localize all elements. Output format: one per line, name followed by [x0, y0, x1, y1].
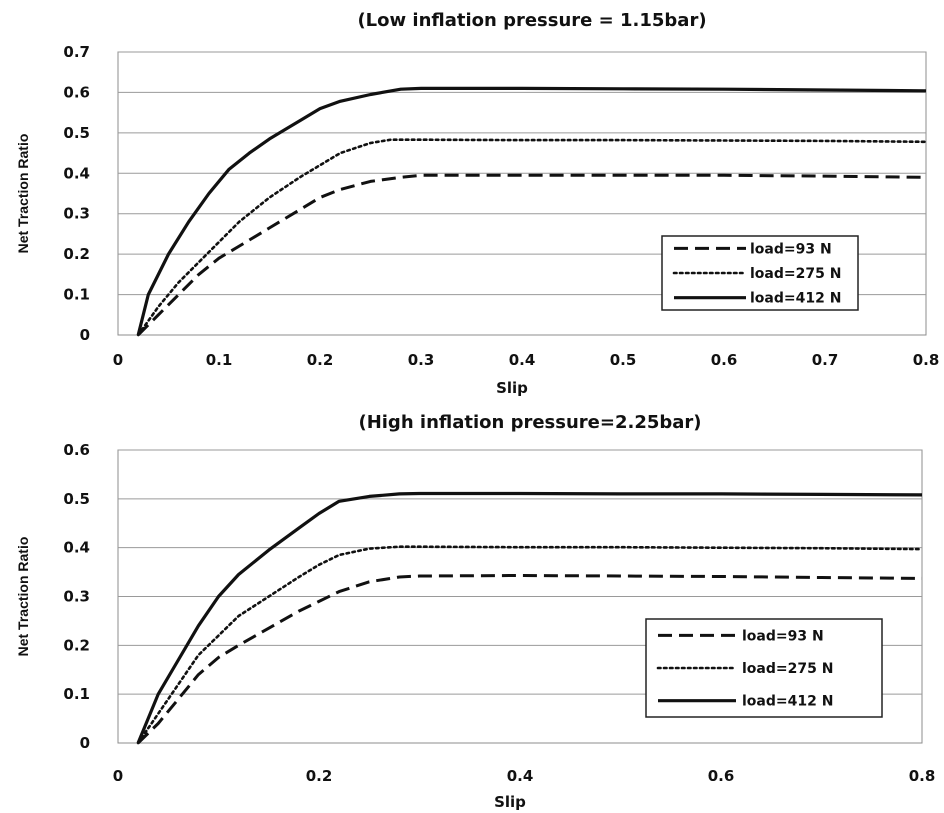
chart-title: (High inflation pressure=2.25bar) — [358, 412, 701, 433]
x-tick-label: 0.6 — [711, 351, 738, 369]
legend-label: load=275 N — [750, 266, 841, 282]
chart-title: (Low inflation pressure = 1.15bar) — [357, 10, 706, 31]
chart-low-inflation-svg: (Low inflation pressure = 1.15bar) 0 0.1 0.… — [15, 10, 940, 397]
y-axis-label: Net Traction Ratio — [15, 134, 31, 254]
legend: load=93 N load=275 N load=412 N — [661, 235, 859, 311]
y-axis-label: Net Traction Ratio — [15, 537, 31, 657]
legend-label: load=412 N — [750, 291, 841, 307]
y-tick-label: 0.1 — [63, 286, 90, 304]
y-tick-label: 0.5 — [63, 124, 90, 142]
y-tick-label: 0.2 — [63, 245, 90, 263]
x-tick-label: 0.8 — [909, 767, 936, 785]
series-line-solid — [136, 86, 927, 336]
x-tick-label: 0.2 — [306, 767, 333, 785]
series-line-solid — [136, 491, 923, 744]
chart-high-inflation-svg: (High inflation pressure=2.25bar) 0 0.1 0.2… — [15, 412, 936, 811]
y-tick-label: 0.1 — [63, 685, 90, 703]
x-tick-label: 0.8 — [913, 351, 940, 369]
x-axis-label: Slip — [494, 793, 526, 811]
y-tick-label: 0.6 — [63, 83, 90, 101]
x-tick-label: 0.2 — [307, 351, 334, 369]
legend-label: load=412 N — [742, 694, 833, 710]
x-tick-label: 0.3 — [408, 351, 435, 369]
y-tick-label: 0.4 — [63, 164, 90, 182]
y-tick-label: 0.4 — [63, 539, 90, 557]
legend-label: load=93 N — [750, 241, 832, 257]
x-tick-label: 0.7 — [812, 351, 839, 369]
legend-label: load=275 N — [742, 661, 833, 677]
series-line-dashed — [137, 574, 923, 745]
x-tick-label: 0 — [113, 351, 123, 369]
x-tick-label: 0.4 — [509, 351, 536, 369]
y-tick-label: 0 — [80, 734, 90, 752]
x-tick-label: 0 — [113, 767, 123, 785]
y-tick-label: 0.3 — [63, 588, 90, 606]
chart-high-inflation: (High inflation pressure=2.25bar) 0 0.1 0.2… — [0, 405, 944, 813]
legend-label: load=93 N — [742, 628, 824, 644]
x-tick-label: 0.5 — [610, 351, 637, 369]
legend: load=93 N load=275 N load=412 N — [645, 618, 883, 718]
y-tick-label: 0 — [80, 326, 90, 344]
y-tick-label: 0.3 — [63, 205, 90, 223]
y-tick-label: 0.7 — [63, 43, 90, 61]
chart-low-inflation: (Low inflation pressure = 1.15bar) 0 0.1 0.… — [0, 0, 944, 405]
x-tick-label: 0.4 — [507, 767, 534, 785]
y-tick-label: 0.5 — [63, 490, 90, 508]
series-line-dashed — [137, 173, 927, 337]
x-tick-label: 0.1 — [206, 351, 233, 369]
x-axis-label: Slip — [496, 379, 528, 397]
y-tick-label: 0.2 — [63, 636, 90, 654]
y-tick-label: 0.6 — [63, 441, 90, 459]
series-line-dotted — [136, 138, 928, 337]
series-line-dotted — [136, 545, 924, 745]
x-tick-label: 0.6 — [708, 767, 735, 785]
